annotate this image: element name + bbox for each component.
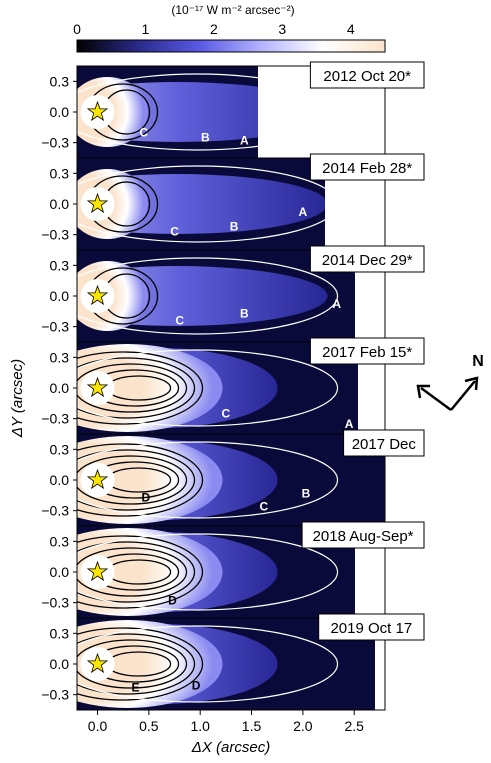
epoch-label: 2017 Dec xyxy=(343,429,425,457)
epoch-label: 2014 Feb 28* xyxy=(309,153,425,181)
feature-label: B xyxy=(201,131,210,145)
panel: 0.3 0.0 −0.3 C A 2017 Feb 15* xyxy=(41,337,425,435)
y-tick-label: 0.3 xyxy=(50,257,70,273)
feature-label: C xyxy=(260,500,269,514)
y-tick-label: 0.0 xyxy=(50,380,70,396)
epoch-label: 2019 Oct 17 xyxy=(318,613,425,641)
colorbar xyxy=(76,39,386,53)
x-tick-label: 2.0 xyxy=(293,718,313,734)
panel: 0.3 0.0 −0.3 C B A 2012 Oct 20* xyxy=(41,61,425,159)
y-tick-label: −0.3 xyxy=(41,227,69,243)
panel-image xyxy=(77,66,258,158)
compass-icon: N xyxy=(416,353,484,412)
y-tick-label: −0.3 xyxy=(41,135,69,151)
epoch-label-text: 2014 Feb 28* xyxy=(322,160,412,177)
y-tick-label: 0.3 xyxy=(50,533,70,549)
epoch-label-text: 2018 Aug-Sep* xyxy=(313,528,414,545)
x-tick-label: 1.5 xyxy=(242,718,262,734)
y-tick-label: 0.0 xyxy=(50,196,70,212)
colorbar-tick-label: 4 xyxy=(347,21,355,37)
epoch-label-text: 2019 Oct 17 xyxy=(330,620,412,637)
y-tick-label: 0.0 xyxy=(50,564,70,580)
compass-north-label: N xyxy=(472,353,484,370)
panel: 0.30.0−0.3ABCD2017 Dec xyxy=(41,429,425,527)
y-tick-label: 0.0 xyxy=(50,104,70,120)
feature-label: C xyxy=(222,407,231,421)
x-tick-label: 2.5 xyxy=(344,718,364,734)
star-icon xyxy=(86,468,109,490)
y-tick-label: −0.3 xyxy=(41,503,69,519)
y-tick-label: 0.3 xyxy=(50,625,70,641)
y-tick-label: 0.3 xyxy=(50,73,70,89)
y-tick-label: 0.0 xyxy=(50,472,70,488)
epoch-label: 2018 Aug-Sep* xyxy=(301,521,425,549)
feature-label: C xyxy=(170,225,179,239)
colorbar-tick-label: 1 xyxy=(142,21,150,37)
feature-label: B xyxy=(302,486,311,500)
epoch-label-text: 2012 Oct 20* xyxy=(323,68,411,85)
epoch-label: 2012 Oct 20* xyxy=(309,61,425,89)
feature-label: B xyxy=(230,219,239,233)
feature-label: D xyxy=(141,490,150,504)
panels: 0.3 0.0 −0.3 C B A 2012 Oct 20* 0.3 0.0 −0.3 C B A 20… xyxy=(41,61,425,711)
feature-label: E xyxy=(132,681,140,695)
colorbar-unit-label: (10⁻¹⁷ W m⁻² arcsec⁻²) xyxy=(171,3,294,17)
x-axis-ticks: 0.0 0.5 1.0 1.5 2.0 2.5 xyxy=(88,710,364,734)
feature-label: A xyxy=(299,205,308,219)
epoch-label-text: 2017 Dec xyxy=(352,436,417,453)
star-icon xyxy=(86,100,109,122)
x-tick-label: 1.0 xyxy=(190,718,210,734)
feature-label: A xyxy=(240,134,249,148)
panel: 0.3 0.0 −0.3 E D 2019 Oct 17 xyxy=(41,613,425,711)
feature-label: B xyxy=(240,306,249,320)
colorbar-ticks: 0 1 2 3 4 xyxy=(73,21,355,37)
x-tick-label: 0.5 xyxy=(139,718,159,734)
feature-label: D xyxy=(192,678,201,692)
y-tick-label: 0.3 xyxy=(50,165,70,181)
x-tick-label: 0.0 xyxy=(88,718,108,734)
feature-label: D xyxy=(168,594,177,608)
y-tick-label: −0.3 xyxy=(41,595,69,611)
panel: 0.3 0.0 −0.3 C B A 2014 Feb 28* xyxy=(41,153,425,251)
epoch-label-text: 2014 Dec 29* xyxy=(322,252,413,269)
y-tick-label: 0.0 xyxy=(50,288,70,304)
panel: 0.3 0.0 −0.3 C B A 2014 Dec 29* xyxy=(41,245,425,343)
y-tick-label: 0.3 xyxy=(50,349,70,365)
feature-label: C xyxy=(139,125,148,139)
star-icon xyxy=(86,652,109,674)
feature-label: A xyxy=(332,297,341,311)
colorbar-tick-label: 0 xyxy=(73,21,81,37)
star-icon xyxy=(86,284,109,306)
panel-image xyxy=(77,434,385,526)
epoch-label: 2017 Feb 15* xyxy=(309,337,425,365)
y-axis-label: ΔY (arcsec) xyxy=(9,359,26,438)
epoch-label: 2014 Dec 29* xyxy=(309,245,425,273)
y-tick-label: 0.3 xyxy=(50,441,70,457)
panel: 0.3 0.0 −0.3 D 2018 Aug-Sep* xyxy=(41,521,425,619)
star-icon xyxy=(86,376,109,398)
y-tick-label: −0.3 xyxy=(41,411,69,427)
star-icon xyxy=(86,192,109,214)
y-tick-label: −0.3 xyxy=(41,687,69,703)
star-icon xyxy=(86,560,109,582)
y-tick-label: −0.3 xyxy=(41,319,69,335)
y-tick-label: 0.0 xyxy=(50,656,70,672)
colorbar-tick-label: 2 xyxy=(210,21,218,37)
panel-image xyxy=(77,342,358,434)
colorbar-tick-label: 3 xyxy=(278,21,286,37)
feature-label: A xyxy=(345,417,354,431)
feature-label: C xyxy=(175,314,184,328)
epoch-label-text: 2017 Feb 15* xyxy=(322,344,412,361)
x-axis-label: ΔX (arcsec) xyxy=(191,739,270,756)
